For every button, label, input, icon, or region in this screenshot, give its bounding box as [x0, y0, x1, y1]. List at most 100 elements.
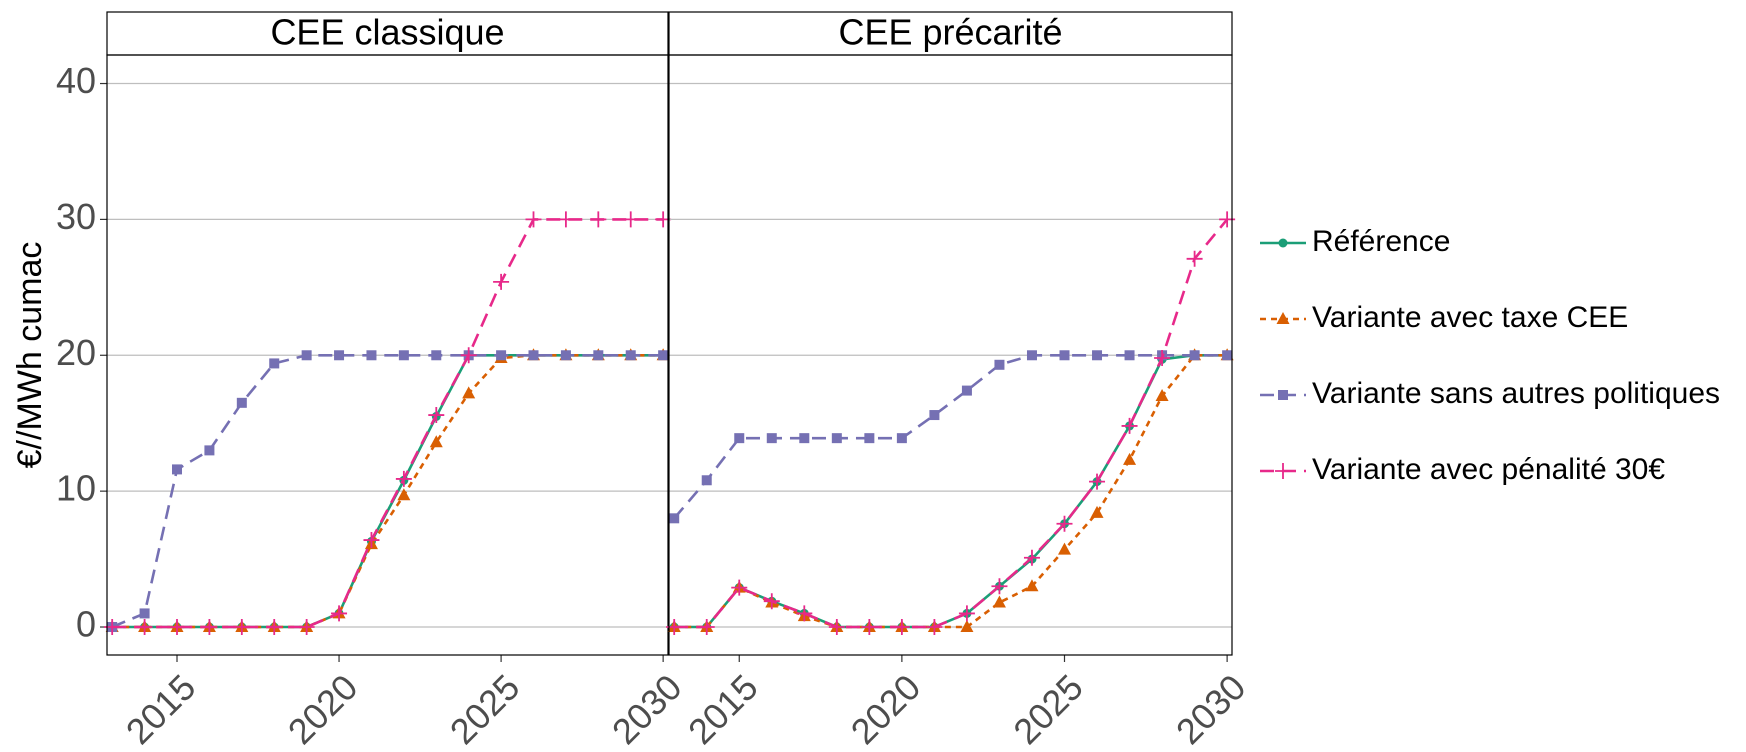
x-tick-label: 2025: [442, 666, 528, 747]
y-axis-label: €//MWh cumac: [11, 242, 49, 469]
point: [169, 619, 186, 636]
point: [1124, 350, 1135, 361]
point: [204, 445, 215, 456]
point: [991, 578, 1008, 595]
point: [763, 593, 780, 610]
point: [1121, 417, 1138, 434]
point: [701, 475, 712, 486]
point: [557, 211, 574, 228]
x-tick-label: 2030: [1168, 666, 1254, 747]
legend-marker: [1278, 390, 1288, 400]
point: [590, 211, 607, 228]
point: [1222, 350, 1233, 361]
point: [1057, 542, 1071, 555]
point: [301, 350, 312, 361]
y-tick-label: 40: [56, 60, 96, 101]
legend-label: Référence: [1312, 225, 1450, 258]
y-tick-label: 30: [56, 196, 96, 237]
point: [622, 211, 639, 228]
point: [398, 350, 409, 361]
point: [1023, 549, 1040, 566]
point: [864, 433, 875, 444]
strip: [106, 11, 669, 56]
point: [926, 619, 943, 636]
point: [831, 433, 842, 444]
point: [429, 435, 443, 448]
point: [1026, 350, 1037, 361]
point: [462, 386, 476, 399]
point: [298, 619, 315, 636]
point: [525, 211, 542, 228]
point: [929, 410, 940, 421]
point: [266, 619, 283, 636]
point: [796, 605, 813, 622]
point: [1056, 515, 1073, 532]
point: [1090, 505, 1104, 518]
x-tick-label: 2020: [843, 666, 929, 747]
point: [960, 620, 974, 633]
point: [366, 350, 377, 361]
point: [233, 619, 250, 636]
point: [698, 619, 715, 636]
point: [431, 350, 442, 361]
point: [334, 350, 345, 361]
strip: [668, 11, 1233, 56]
line: [111, 353, 664, 629]
panel-title: CEE précarité: [838, 12, 1062, 53]
line: [673, 353, 1228, 520]
y-tick-label: 10: [56, 468, 96, 509]
point: [992, 595, 1006, 608]
legend-marker: [1278, 238, 1288, 248]
point: [731, 579, 748, 596]
legend-label: Variante sans autres politiques: [1312, 377, 1720, 410]
y-tick-label: 0: [76, 604, 96, 645]
point: [799, 433, 810, 444]
point: [593, 350, 604, 361]
point: [528, 350, 539, 361]
panel-border: [668, 54, 1233, 656]
point: [958, 605, 975, 622]
legend-marker: [1275, 463, 1291, 479]
point: [1059, 350, 1070, 361]
point: [896, 433, 907, 444]
point: [1189, 350, 1200, 361]
panel-border: [106, 54, 669, 656]
point: [493, 273, 510, 290]
point: [428, 407, 445, 424]
point: [172, 464, 183, 475]
point: [1025, 579, 1039, 592]
point: [496, 350, 507, 361]
point: [560, 350, 571, 361]
x-tick-label: 2025: [1005, 666, 1091, 747]
point: [1154, 349, 1171, 366]
point: [766, 433, 777, 444]
point: [861, 619, 878, 636]
x-tick-label: 2015: [118, 666, 204, 747]
point: [1123, 452, 1137, 465]
point: [1186, 250, 1203, 267]
point: [139, 608, 150, 619]
point: [625, 350, 636, 361]
point: [1155, 389, 1169, 402]
x-tick-label: 2030: [604, 666, 690, 747]
point: [363, 532, 380, 549]
point: [236, 397, 247, 408]
point: [734, 433, 745, 444]
point: [269, 358, 280, 369]
x-tick-label: 2015: [680, 666, 766, 747]
legend-marker: [1276, 312, 1290, 324]
panel-title: CEE classique: [270, 12, 504, 53]
point: [669, 513, 680, 524]
point: [893, 619, 910, 636]
line: [674, 218, 1229, 629]
x-tick-label: 2020: [280, 666, 366, 747]
point: [828, 619, 845, 636]
legend-label: Variante avec pénalité 30€: [1312, 453, 1665, 486]
point: [397, 488, 411, 501]
point: [201, 619, 218, 636]
point: [1092, 350, 1103, 361]
line: [112, 218, 664, 629]
point: [1089, 473, 1106, 490]
point: [994, 359, 1005, 370]
